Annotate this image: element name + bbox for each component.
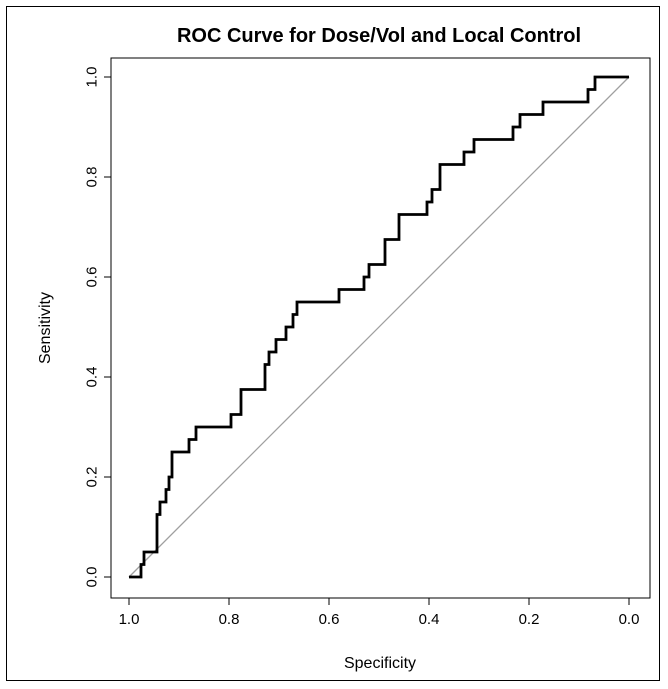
x-axis-label: Specificity: [344, 655, 416, 672]
x-tick-label: 0.2: [519, 611, 540, 628]
x-tick-label: 0.0: [619, 611, 640, 628]
series-layer: [128, 75, 630, 579]
x-tick-label: 0.8: [219, 611, 240, 628]
x-tick-label: 0.6: [319, 611, 340, 628]
x-axis: 1.0 0.8 0.6 0.4 0.2 0.0: [119, 597, 640, 628]
y-tick-label: 0.2: [84, 467, 101, 488]
y-tick-label: 0.6: [84, 267, 101, 288]
reference-diagonal-line: [128, 76, 630, 578]
y-tick-label: 0.0: [84, 567, 101, 588]
y-axis-label: Sensitivity: [37, 292, 54, 364]
y-tick-label: 1.0: [84, 67, 101, 88]
roc-curve-line: [129, 75, 629, 579]
plot-box: [110, 57, 651, 599]
y-axis: 0.0 0.2 0.4 0.6 0.8 1.0: [84, 67, 112, 588]
figure-frame: [6, 6, 660, 681]
chart-title: ROC Curve for Dose/Vol and Local Control: [177, 25, 581, 47]
x-tick-label: 1.0: [119, 611, 140, 628]
y-tick-label: 0.8: [84, 167, 101, 188]
x-tick-label: 0.4: [419, 611, 440, 628]
y-tick-label: 0.4: [84, 367, 101, 388]
